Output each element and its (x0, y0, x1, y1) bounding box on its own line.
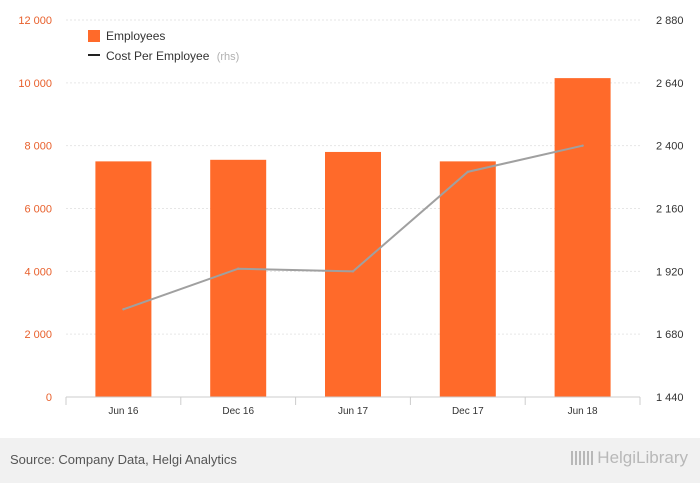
legend-label-cost: Cost Per Employee (rhs) (106, 49, 239, 63)
cost-line (122, 144, 584, 311)
logo-text: HelgiLibrary (597, 448, 688, 467)
source-text: Source: Company Data, Helgi Analytics (10, 452, 237, 467)
helgi-logo[interactable]: HelgiLibrary (571, 448, 688, 468)
logo-bars-icon (571, 451, 594, 465)
line-point-cost[interactable] (466, 170, 469, 174)
x-tick-label: Dec 16 (222, 406, 254, 417)
right-tick-label: 2 880 (656, 15, 684, 27)
combo-chart: 0 2 000 4 000 6 000 8 000 10 000 12 000 1 440 1 … (18, 15, 683, 417)
line-point-cost[interactable] (237, 267, 240, 270)
left-tick-label: 8 000 (24, 141, 52, 153)
left-tick-label: 0 (46, 392, 52, 404)
left-tick-label: 12 000 (18, 15, 52, 27)
bar-employees[interactable] (95, 161, 152, 397)
right-tick-label: 2 640 (656, 78, 684, 90)
line-point-cost[interactable] (351, 270, 355, 273)
x-tick-label: Jun 17 (338, 406, 368, 417)
bar-employees[interactable] (439, 161, 496, 397)
legend-label-employees: Employees (106, 29, 165, 43)
bar-employees[interactable] (554, 78, 611, 397)
bars (95, 78, 611, 397)
footer: Source: Company Data, Helgi Analytics He… (0, 438, 700, 483)
left-tick-label: 2 000 (24, 329, 52, 341)
line-point-cost[interactable] (581, 144, 584, 147)
right-tick-label: 1 680 (656, 329, 684, 341)
x-tick-label: Jun 16 (108, 406, 138, 417)
x-tick-label: Jun 18 (568, 406, 598, 417)
right-tick-label: 1 920 (656, 266, 684, 278)
right-tick-label: 1 440 (656, 392, 684, 404)
axes: 0 2 000 4 000 6 000 8 000 10 000 12 000 1 440 1 … (18, 15, 683, 417)
left-tick-label: 4 000 (24, 266, 52, 278)
legend-swatch-employees (88, 30, 100, 42)
right-tick-label: 2 160 (656, 204, 684, 216)
left-tick-label: 6 000 (24, 204, 52, 216)
line-point-cost[interactable] (122, 308, 125, 311)
legend: Employees Cost Per Employee (rhs) (88, 29, 239, 63)
left-tick-label: 10 000 (18, 78, 52, 90)
x-tick-label: Dec 17 (452, 406, 484, 417)
bar-employees[interactable] (325, 151, 381, 397)
bar-employees[interactable] (210, 159, 267, 397)
legend-note-rhs: (rhs) (217, 51, 240, 63)
legend-label-cost-text: Cost Per Employee (106, 49, 210, 63)
right-tick-label: 2 400 (656, 141, 684, 153)
